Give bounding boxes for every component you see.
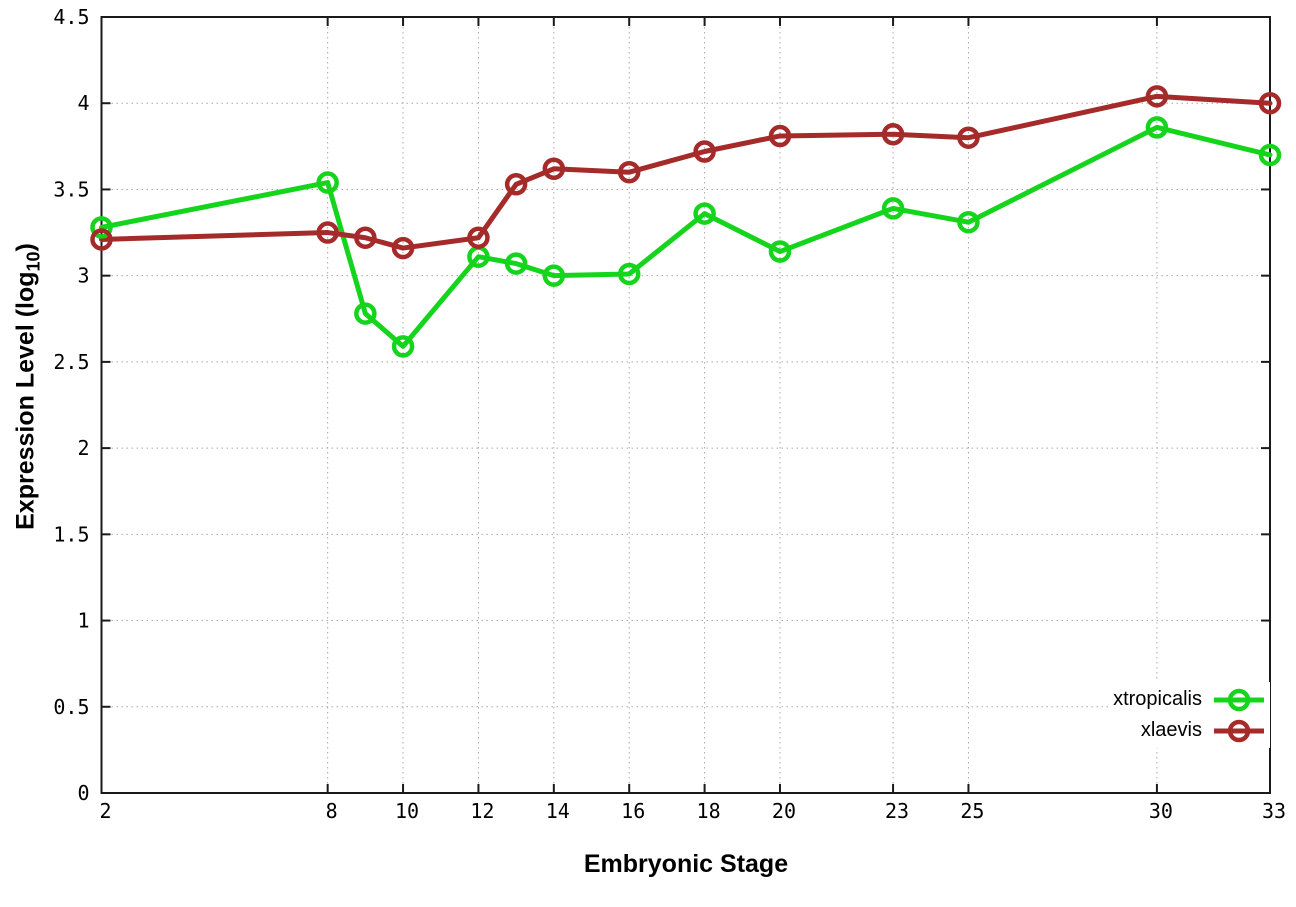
data-point-xlaevis [391, 236, 415, 260]
y-tick-label: 2 [77, 436, 89, 460]
data-point-xlaevis [504, 173, 528, 196]
data-point-xtropicalis [617, 262, 641, 286]
data-point-xlaevis [467, 226, 490, 249]
x-tick-label: 10 [395, 799, 419, 823]
data-point-xtropicalis [316, 171, 339, 194]
y-axis-title-suffix: ) [11, 243, 40, 252]
x-tick-label: 25 [960, 799, 984, 823]
x-tick-label: 18 [697, 799, 721, 823]
data-point-xlaevis [316, 221, 339, 244]
y-tick-label: 4.5 [53, 5, 89, 29]
data-point-xtropicalis [542, 264, 566, 287]
x-tick-label: 30 [1149, 799, 1173, 823]
data-point-xtropicalis [1145, 116, 1169, 139]
data-point-xlaevis [881, 123, 905, 146]
data-point-xtropicalis [693, 202, 716, 225]
legend-marker-xlaevis [1214, 719, 1264, 742]
data-point-xtropicalis [768, 240, 792, 263]
data-point-xtropicalis [1258, 143, 1282, 167]
y-tick-label: 1 [77, 609, 89, 633]
x-tick-label: 12 [470, 799, 494, 823]
x-tick-label: 8 [326, 799, 338, 823]
plot-border [100, 16, 1271, 794]
legend-item-xtropicalis: xtropicalis [1113, 684, 1266, 715]
x-tick-label: 14 [546, 799, 570, 823]
data-point-xtropicalis [90, 216, 113, 239]
data-point-xtropicalis [504, 252, 528, 275]
y-tick-label: 1.5 [53, 522, 89, 546]
x-tick-label: 20 [772, 799, 796, 823]
data-point-xtropicalis [957, 210, 980, 234]
data-point-xlaevis [1258, 91, 1282, 115]
y-tick-label: 0 [77, 781, 89, 805]
legend-marker-xtropicalis [1214, 688, 1264, 711]
y-axis-title-subscript: 10 [23, 251, 44, 272]
y-axis-title-text: Expression Level (log [11, 271, 40, 530]
x-tick-label: 23 [885, 799, 909, 823]
data-point-xlaevis [1145, 85, 1169, 108]
series-line-xlaevis [99, 93, 1273, 251]
legend-item-xlaevis: xlaevis [1113, 715, 1266, 746]
data-point-xlaevis [693, 140, 716, 163]
y-tick-label: 0.5 [53, 695, 89, 719]
y-tick-label: 2.5 [53, 350, 89, 374]
data-point-xlaevis [542, 157, 566, 181]
x-axis-title: Embryonic Stage [583, 850, 789, 878]
data-point-xlaevis [617, 160, 641, 184]
y-axis-title: Expression Level (log10) [12, 137, 45, 637]
data-point-xlaevis [354, 226, 377, 249]
data-point-xlaevis [768, 124, 792, 148]
x-tick-label: 2 [99, 799, 111, 823]
data-point-xtropicalis [881, 197, 905, 220]
data-point-xlaevis [90, 228, 113, 251]
y-tick-label: 3 [77, 264, 89, 288]
y-tick-label: 4 [77, 91, 89, 115]
y-tick-label: 3.5 [53, 177, 89, 201]
data-point-xtropicalis [354, 302, 377, 325]
x-tick-label: 33 [1262, 799, 1286, 823]
data-point-xlaevis [957, 126, 980, 149]
data-point-xtropicalis [391, 335, 415, 358]
x-tick-label: 16 [621, 799, 645, 823]
legend-label-xtropicalis: xtropicalis [1113, 688, 1202, 710]
legend: xtropicalis xlaevis [1109, 682, 1270, 748]
series-line-xtropicalis [99, 124, 1273, 349]
legend-label-xlaevis: xlaevis [1140, 719, 1202, 741]
